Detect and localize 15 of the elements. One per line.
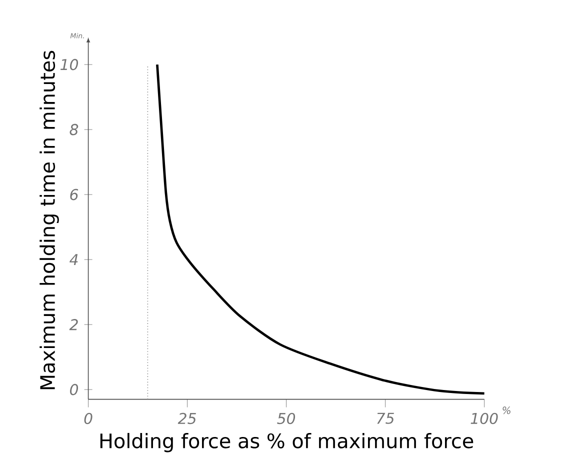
x-tick-label: 25 <box>178 412 196 424</box>
x-tick-label: 75 <box>377 412 394 424</box>
line-series <box>156 63 486 395</box>
x-tick-label: 100 <box>470 412 498 424</box>
y-tick-label: 2 <box>69 319 78 330</box>
y-tick-label: 6 <box>70 188 78 200</box>
y-tick-label: 8 <box>70 124 78 136</box>
y-tick-label: 0 <box>70 384 78 396</box>
y-tick-label: 10 <box>60 58 78 70</box>
x-tick-label: 0 <box>84 412 92 424</box>
x-axis-title: Holding force as % of maximum force <box>100 432 474 452</box>
y-axis-title: Maximum holding time in minutes <box>40 50 59 390</box>
text: % <box>502 406 510 414</box>
x-tick-label: 50 <box>277 412 296 424</box>
y-tick-label: 4 <box>70 254 78 265</box>
